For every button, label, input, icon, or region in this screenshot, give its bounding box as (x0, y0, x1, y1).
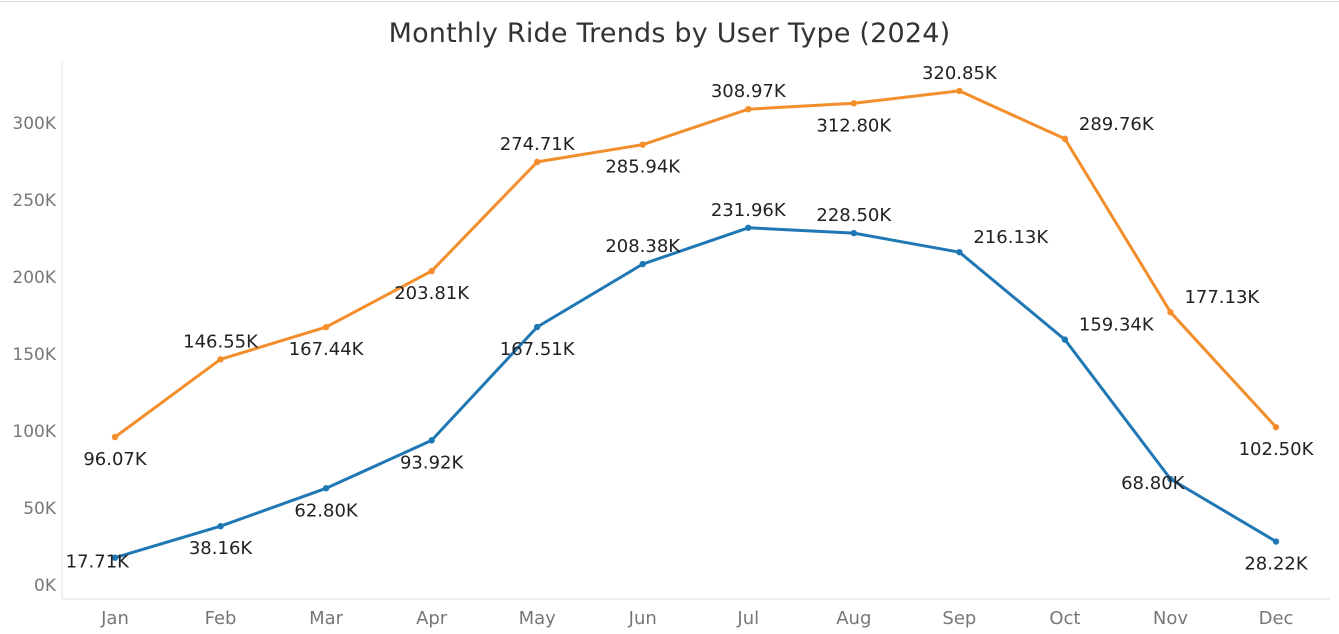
x-tick-label: Jun (628, 608, 657, 629)
data-point (850, 229, 858, 237)
data-point (850, 100, 858, 107)
y-tick-label: 300K (12, 114, 56, 134)
data-label: 231.96K (711, 200, 787, 221)
data-label: 228.50K (816, 205, 892, 226)
data-label: 167.44K (289, 339, 365, 360)
data-label: 38.16K (189, 538, 254, 559)
series-line-1 (113, 226, 1278, 560)
data-point (217, 523, 224, 530)
data-label: 216.13K (973, 227, 1049, 248)
y-tick-label: 100K (12, 422, 56, 442)
data-label: 93.92K (400, 452, 465, 473)
x-tick-label: Aug (836, 608, 871, 629)
chart-points (111, 87, 1280, 561)
y-tick-label: 50K (23, 499, 57, 519)
data-label: 102.50K (1239, 439, 1315, 460)
data-point (745, 224, 752, 231)
data-label: 285.94K (605, 157, 681, 178)
x-tick-label: Dec (1259, 608, 1294, 629)
data-point (956, 87, 963, 95)
data-label: 203.81K (394, 283, 470, 304)
data-label: 312.80K (816, 115, 892, 136)
top-divider (0, 1, 1339, 2)
data-label: 62.80K (294, 500, 359, 521)
data-label: 28.22K (1244, 554, 1309, 575)
data-label: 68.80K (1121, 473, 1186, 494)
data-point (639, 260, 646, 268)
x-tick-label: Sep (942, 608, 976, 629)
data-point (1061, 336, 1069, 343)
data-point (111, 433, 119, 441)
y-tick-label: 250K (12, 191, 56, 211)
data-point (639, 141, 646, 148)
y-tick-label: 0K (34, 576, 57, 596)
x-tick-label: Feb (205, 608, 237, 629)
x-tick-label: Nov (1153, 608, 1188, 629)
data-point (428, 437, 435, 444)
y-tick-label: 200K (12, 268, 56, 288)
data-label: 274.71K (500, 134, 576, 155)
series-line-0 (113, 89, 1278, 439)
data-point (745, 105, 752, 113)
chart-axes: 0K 50K 100K 150K 200K 250K 300K Jan Feb Mar Apr May… (12, 62, 1330, 629)
data-point (1272, 538, 1280, 545)
data-point (428, 267, 435, 275)
data-label: 146.55K (183, 331, 259, 352)
data-label: 177.13K (1184, 287, 1260, 308)
data-point (956, 248, 963, 256)
data-point (322, 485, 330, 492)
data-label: 167.51K (500, 339, 576, 360)
data-point (1167, 309, 1174, 316)
chart-data-labels: 96.07K 146.55K 167.44K 203.81K 274.71K 285.94… (66, 63, 1315, 575)
data-point (1167, 475, 1174, 483)
data-label: 159.34K (1079, 315, 1155, 336)
data-label: 320.85K (922, 63, 998, 84)
x-tick-label: Apr (416, 608, 448, 629)
x-tick-label: Mar (309, 608, 344, 629)
x-tick-label: May (519, 608, 557, 629)
data-label: 17.71K (66, 552, 131, 573)
data-point (111, 554, 119, 561)
y-tick-label: 150K (12, 345, 56, 365)
chart-title: Monthly Ride Trends by User Type (2024) (388, 18, 951, 49)
data-point (533, 323, 541, 331)
data-label: 96.07K (83, 449, 148, 470)
data-point (322, 323, 330, 331)
data-point (1061, 135, 1069, 142)
data-label: 308.97K (711, 81, 787, 102)
x-tick-label: Oct (1049, 608, 1080, 629)
data-label: 289.76K (1079, 114, 1155, 135)
data-point (533, 158, 541, 166)
data-label: 208.38K (605, 236, 681, 257)
chart-series-lines (113, 89, 1278, 560)
x-tick-label: Jan (100, 608, 129, 629)
x-tick-label: Jul (736, 608, 759, 629)
data-point (1272, 423, 1280, 431)
data-point (217, 356, 224, 363)
